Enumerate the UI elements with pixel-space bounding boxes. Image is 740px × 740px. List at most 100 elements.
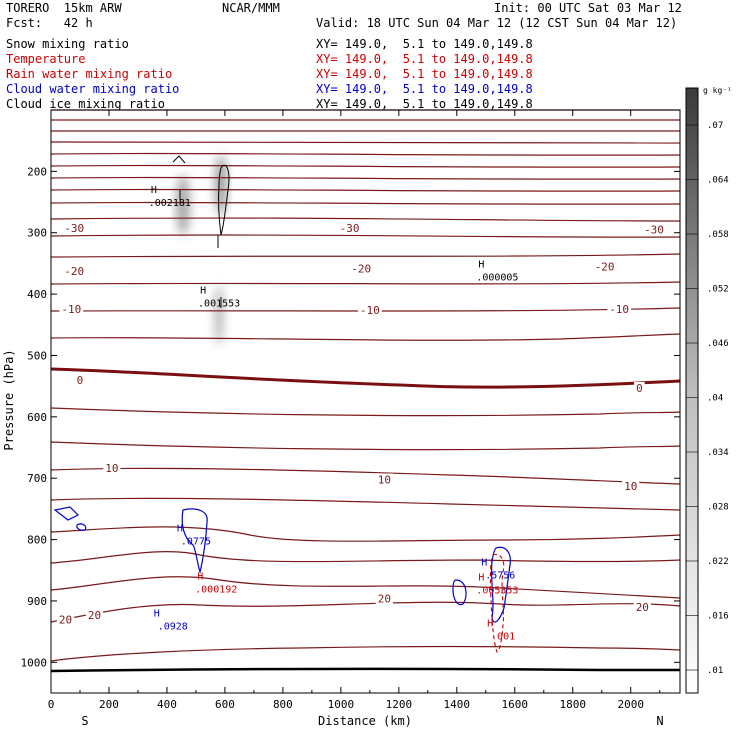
maximum-marker: H — [478, 573, 484, 584]
contour-label-bg — [62, 221, 87, 234]
temperature-contour-label: -30 — [340, 222, 360, 235]
field-xy-cloud-water: XY= 149.0, 5.1 to 149.0,149.8 — [316, 82, 533, 96]
y-tick-label: 300 — [27, 227, 47, 240]
maximum-value: .5756 — [485, 570, 515, 581]
maximum-marker: H — [151, 185, 157, 196]
temperature-contour-label: 20 — [636, 601, 649, 614]
maximum-marker: H — [154, 608, 160, 619]
x-tick-label: 1000 — [328, 698, 355, 711]
contour-label-bg — [59, 302, 84, 315]
contour-label-bg — [103, 461, 121, 474]
colorbar-tick-label: .022 — [707, 557, 729, 567]
maximum-marker: H — [200, 285, 206, 296]
colorbar-tick-label: .01 — [707, 666, 723, 676]
contour-label-bg — [56, 613, 75, 626]
x-axis-left-end: S — [81, 714, 88, 728]
colorbar-tick-label: .034 — [707, 448, 729, 458]
colorbar-tick-label: .052 — [707, 285, 729, 295]
header-org: NCAR/MMM — [222, 1, 280, 15]
x-tick-label: 1800 — [560, 698, 587, 711]
contour-label-bg — [357, 304, 382, 317]
colorbar-unit: g kg⁻¹ — [703, 86, 732, 95]
colorbar — [685, 87, 699, 694]
y-tick-label: 500 — [27, 349, 47, 362]
colorbar-ticks: .01 .016 .022 .028 .034 .04 .046 .052 .058 .064 .0… — [686, 121, 729, 676]
temperature-contour-label: -10 — [609, 303, 629, 316]
rain-water-contours — [489, 553, 505, 653]
x-axis-right-end: N — [656, 714, 663, 728]
maximum-marker: H — [478, 260, 484, 271]
y-tick-label: 700 — [27, 472, 47, 485]
field-xy-rain: XY= 149.0, 5.1 to 149.0,149.8 — [316, 67, 533, 81]
field-name-cloud-ice: Cloud ice mixing ratio — [6, 97, 165, 111]
temperature-contour-label: 0 — [636, 382, 643, 395]
y-tick-label: 800 — [27, 534, 47, 547]
maximum-value: .001553 — [198, 298, 240, 309]
contour-label-bg — [622, 480, 640, 493]
temperature-contour-label: 10 — [624, 480, 637, 493]
x-tick-label: 800 — [273, 698, 293, 711]
maximum-marker: H — [481, 557, 487, 568]
field-name-temperature: Temperature — [6, 52, 86, 66]
maxima-markers: H.002181H.001553H.000005H.0775H.0928H.57… — [149, 185, 519, 643]
temperature-contour-label: -30 — [644, 224, 664, 237]
x-tick-label: 200 — [99, 698, 119, 711]
maximum-marker: H — [487, 619, 493, 630]
x-tick-label: 2000 — [617, 698, 644, 711]
x-tick-label: 600 — [215, 698, 235, 711]
contour-label-bg — [349, 262, 374, 275]
plot-frame — [50, 109, 681, 694]
colorbar-tick-label: .016 — [707, 612, 729, 622]
x-tick-label: 1400 — [444, 698, 471, 711]
y-axis-label: Pressure (hPa) — [2, 349, 16, 450]
x-tick-label: 0 — [48, 698, 55, 711]
contour-labels: -30 -30 -30 -20 -20 -20 -10 -10 -10 0 0 10 10 10 20 20 2… — [56, 221, 666, 626]
temperature-contour-label: 10 — [378, 473, 391, 486]
x-tick-label: 1200 — [386, 698, 413, 711]
x-tick-label: 1600 — [502, 698, 529, 711]
field-name-rain: Rain water mixing ratio — [6, 67, 173, 81]
field-name-cloud-water: Cloud water mixing ratio — [6, 82, 180, 96]
header-fcst: Fcst: 42 h — [6, 16, 93, 30]
contour-label-bg — [633, 601, 651, 614]
contour-label-bg — [85, 609, 104, 622]
maximum-marker: H — [177, 524, 183, 535]
y-tick-label: 900 — [27, 595, 47, 608]
contour-label-bg — [634, 381, 645, 394]
field-xy-cloud-ice: XY= 149.0, 5.1 to 149.0,149.8 — [316, 97, 533, 111]
header-init: Init: 00 UTC Sat 03 Mar 12 — [494, 1, 682, 15]
temperature-contour-label: -20 — [351, 262, 371, 275]
maximum-value: .0928 — [158, 621, 188, 632]
temperature-contour-label: 10 — [105, 462, 118, 475]
header-valid: Valid: 18 UTC Sun 04 Mar 12 (12 CST Sun … — [316, 16, 678, 30]
contour-label-bg — [375, 592, 393, 605]
maximum-value: 001 — [497, 632, 515, 643]
y-tick-label: 1000 — [21, 656, 48, 669]
contour-label-bg — [642, 223, 666, 236]
temperature-contour-label: 20 — [378, 592, 391, 605]
y-tick-label: 200 — [27, 165, 47, 178]
maximum-value: .002181 — [149, 198, 191, 209]
colorbar-tick-label: .064 — [707, 176, 729, 186]
temperature-contour-label: 20 — [88, 609, 101, 622]
ground-line — [50, 667, 680, 673]
y-tick-label: 600 — [27, 411, 47, 424]
cloud-ice-contours — [172, 155, 230, 308]
x-tick-label: 400 — [157, 698, 177, 711]
x-axis-label: Distance (km) — [318, 714, 412, 728]
maximum-marker: H — [197, 571, 203, 582]
maximum-value: .005353 — [476, 586, 518, 597]
contour-label-bg — [375, 473, 393, 486]
colorbar-tick-label: .04 — [707, 394, 723, 404]
temperature-contour-label: -20 — [64, 265, 84, 278]
field-name-snow: Snow mixing ratio — [6, 37, 129, 51]
maximum-value: .000005 — [476, 273, 518, 284]
contour-label-bg — [337, 221, 362, 234]
contour-label-bg — [607, 302, 632, 315]
field-xy-snow: XY= 149.0, 5.1 to 149.0,149.8 — [316, 37, 533, 51]
temperature-contour-label: 0 — [77, 374, 84, 387]
contour-label-bg — [74, 374, 86, 387]
contour-label-bg — [62, 264, 87, 277]
temperature-isotherms — [50, 109, 681, 662]
